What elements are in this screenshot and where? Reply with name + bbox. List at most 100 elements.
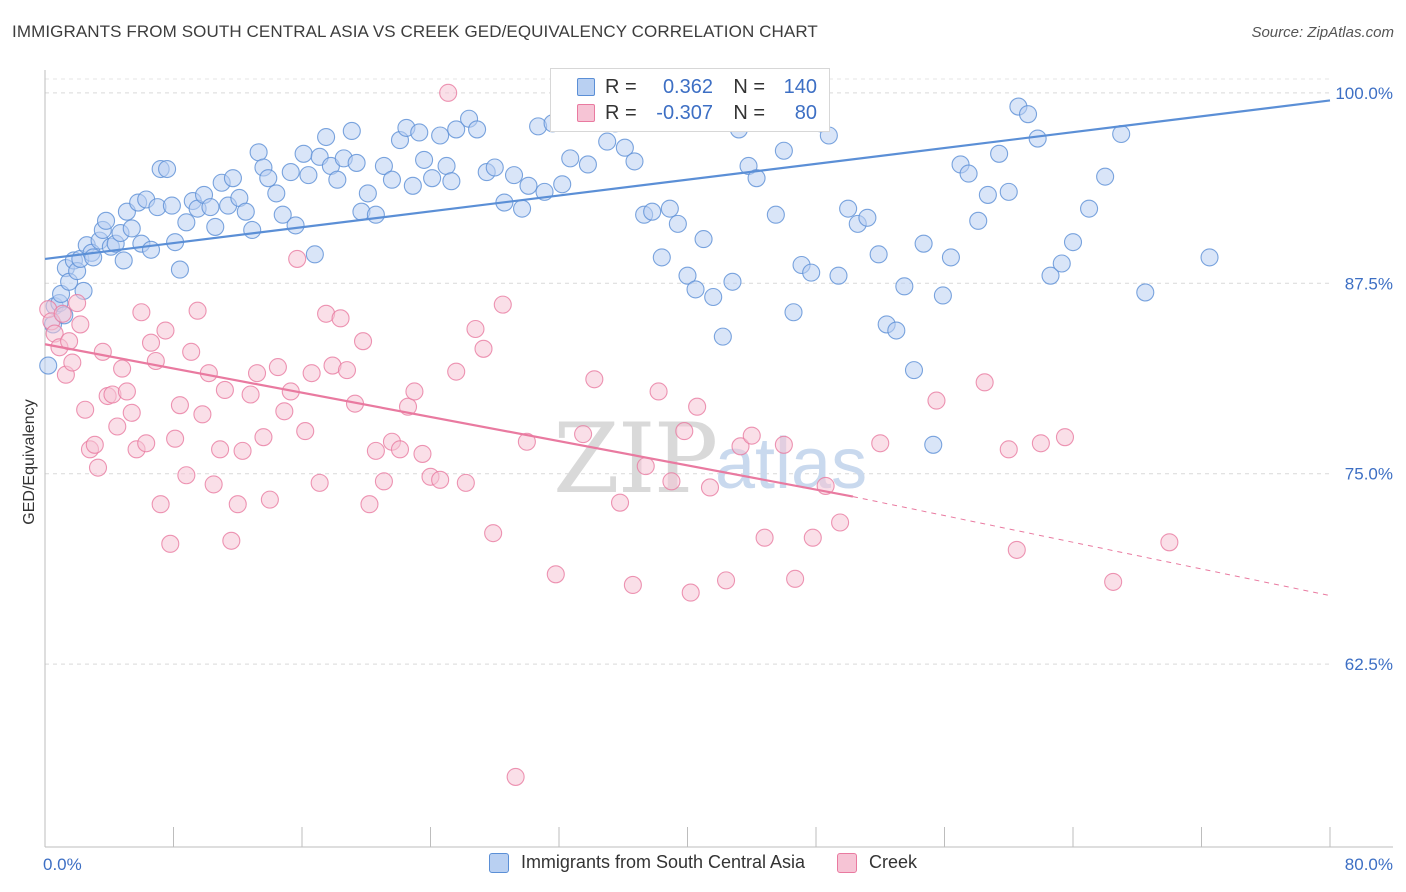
point-immigrants [273,205,292,224]
point-immigrants [615,138,634,157]
trend-layer [44,99,1331,597]
point-immigrants [286,216,305,235]
point-creek [774,435,793,454]
point-immigrants [914,234,933,253]
legend-r-label: R = [605,101,637,124]
point-immigrants [342,121,361,140]
point-creek [999,440,1018,459]
legend-label-creek: Creek [869,852,918,872]
point-creek [177,466,196,485]
point-immigrants [243,220,262,240]
point-creek [636,457,655,476]
point-immigrants [39,356,58,375]
point-creek [439,83,458,102]
point-creek [649,382,668,401]
legend-label-immigrants: Immigrants from South Central Asia [520,852,806,872]
point-immigrants [766,205,785,224]
point-immigrants [829,266,848,285]
point-immigrants [1052,254,1071,273]
point-immigrants [294,144,313,163]
point-immigrants [924,435,943,454]
point-immigrants [839,199,858,218]
point-immigrants [249,143,268,162]
chart-title: IMMIGRANTS FROM SOUTH CENTRAL ASIA VS CR… [12,22,818,41]
point-immigrants [504,166,524,185]
point-immigrants [423,169,442,188]
points-layer [39,83,1219,786]
point-immigrants [374,156,393,176]
point-creek [247,364,267,383]
grid-layer [45,78,1330,665]
legend-item-immigrants: Immigrants from South Central Asia [488,852,806,873]
point-immigrants [415,150,434,169]
point-creek [431,470,450,489]
point-immigrants [485,158,504,177]
point-creek [310,473,329,492]
point-creek [803,528,822,547]
point-immigrants [625,152,644,171]
point-creek [108,417,127,436]
point-immigrants [660,199,679,218]
point-creek [233,441,252,460]
point-creek [122,403,141,422]
point-immigrants [784,303,803,322]
point-immigrants [941,248,960,267]
point-immigrants [114,251,133,270]
point-immigrants [442,172,461,191]
point-creek [374,472,393,491]
point-immigrants [162,196,181,215]
point-creek [700,478,720,497]
point-creek [288,249,307,268]
point-creek [353,332,373,351]
point-immigrants [206,217,225,236]
legend-swatch-pink [837,852,858,873]
point-creek [215,380,234,399]
point-creek [662,472,681,491]
point-creek [1031,434,1050,453]
point-immigrants [668,214,687,233]
point-immigrants [317,127,336,147]
point-creek [755,528,774,547]
point-creek [117,382,136,401]
point-creek [132,303,151,322]
point-immigrants [366,205,385,224]
trend-line-creek [44,343,854,498]
legend-item-creek: Creek [837,852,917,873]
point-creek [413,444,432,463]
point-creek [1160,533,1179,552]
point-immigrants [802,263,821,282]
point-immigrants [259,169,278,188]
point-immigrants [694,230,713,249]
legend-r-label: R = [605,75,637,98]
point-creek [170,396,189,415]
point-creek [742,426,761,445]
point-creek [731,437,750,456]
legend-swatch-blue [488,852,509,873]
x-tick-label: 0.0% [43,855,82,874]
legend-r-value: -0.307 [656,101,713,124]
point-immigrants [519,176,538,195]
legend-swatch-blue [577,78,595,96]
point-immigrants [774,141,793,160]
point-immigrants [177,213,196,232]
y-tick-label: 100.0% [1335,84,1393,103]
point-immigrants [1041,266,1060,285]
point-creek [151,495,170,514]
point-immigrants [643,202,662,221]
point-creek [193,405,212,424]
point-immigrants [869,245,888,264]
point-creek [331,309,350,328]
legend-n-label: N = [733,101,765,124]
point-immigrants [201,198,220,217]
x-tick-label: 80.0% [1345,855,1393,874]
point-creek [93,342,112,361]
point-immigrants [267,184,286,203]
point-creek [927,391,946,410]
point-immigrants [1063,233,1083,252]
point-creek [1104,572,1123,591]
legend-row-blue: R = 0.362 N = 140 [551,73,817,101]
y-tick-label: 87.5% [1345,274,1393,293]
point-immigrants [1080,199,1099,218]
point-immigrants [437,156,456,176]
point-immigrants [122,219,141,238]
